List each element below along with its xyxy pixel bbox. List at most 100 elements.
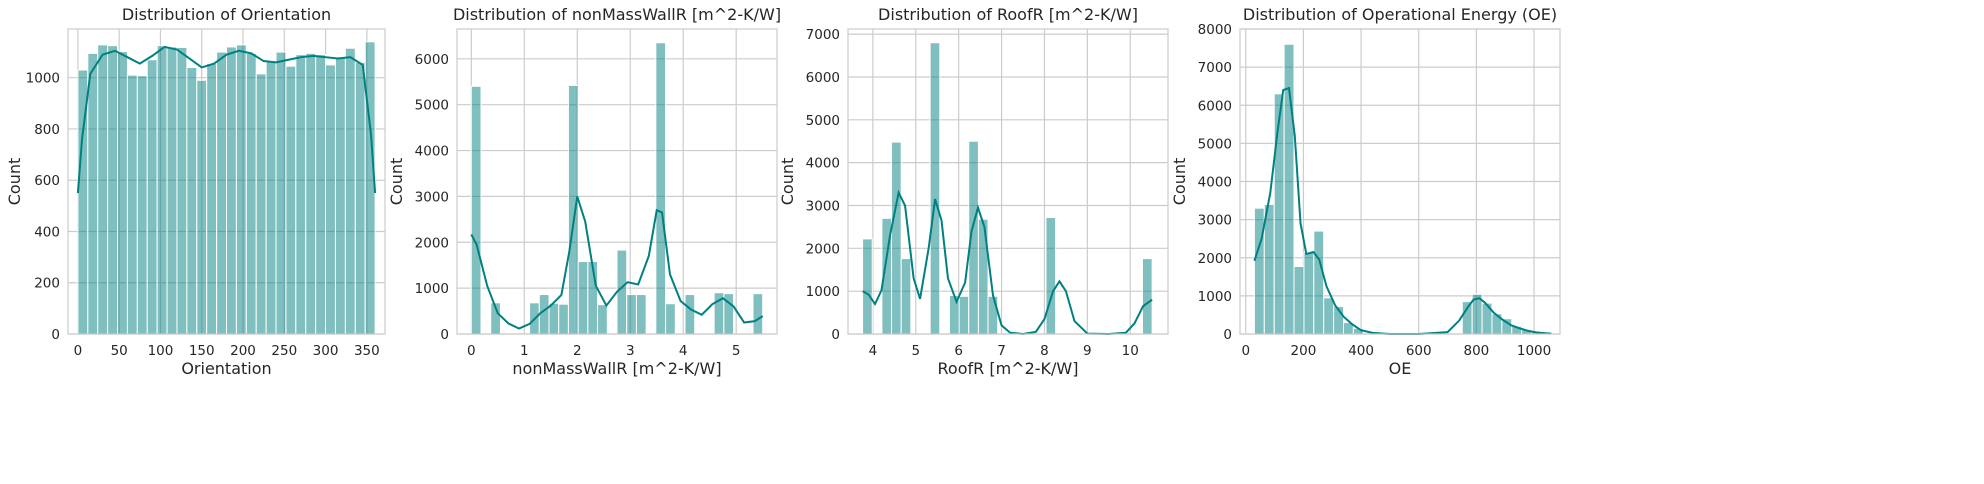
y-tick-label: 400 <box>34 224 60 240</box>
y-tick-label: 3000 <box>806 198 840 214</box>
histogram-bar <box>862 238 873 335</box>
histogram-bar <box>1313 230 1325 335</box>
y-tick-label: 3000 <box>415 189 449 205</box>
histogram-bar <box>136 75 148 335</box>
axes-frame <box>1239 28 1561 335</box>
histogram-bar <box>558 303 569 335</box>
y-tick-label: 7000 <box>1198 60 1232 76</box>
y-tick-label: 2000 <box>806 241 840 257</box>
histogram-bar <box>364 41 376 335</box>
histogram-bar <box>597 304 608 335</box>
y-axis-label: Count <box>387 158 406 206</box>
histogram-bar <box>305 52 317 335</box>
x-tick-label: 100 <box>148 343 174 359</box>
axes-frame <box>847 28 1169 335</box>
histogram-bar <box>344 47 356 335</box>
histogram-bar <box>275 51 287 335</box>
histogram-bar <box>87 52 99 335</box>
x-tick-label: 1000 <box>1517 343 1551 359</box>
histogram-bar <box>577 261 589 335</box>
x-tick-label: 300 <box>313 343 339 359</box>
x-tick-label: 0 <box>74 343 83 359</box>
subplot-1: 0 200 400 600 800 1000 0 50 100 150 200 250 300 350 Di… <box>5 5 386 378</box>
x-tick-label: 3 <box>626 343 635 359</box>
x-axis-label: RoofR [m^2-K/W] <box>938 359 1079 378</box>
histogram-bar <box>1141 258 1153 335</box>
x-tick-label: 6 <box>954 343 963 359</box>
y-axis-label: Count <box>5 158 24 206</box>
histogram-bar <box>567 84 579 335</box>
histogram-bar <box>315 54 327 335</box>
x-tick-label: 400 <box>1348 343 1374 359</box>
x-tick-label: 10 <box>1122 343 1139 359</box>
y-tick-label: 0 <box>831 327 840 343</box>
histogram-bar <box>900 258 912 335</box>
histogram-bar <box>891 141 902 335</box>
histogram-bar <box>285 65 297 335</box>
chart-title: Distribution of nonMassWallR [m^2-K/W] <box>453 5 781 24</box>
histogram-bar <box>245 52 257 335</box>
subplot-4: 0 1000 2000 3000 4000 5000 6000 7000 8000 0 200 400… <box>1170 5 1561 378</box>
histogram-bar <box>334 56 346 335</box>
y-tick-label: 1000 <box>415 281 449 297</box>
histogram-bar <box>1323 297 1335 335</box>
x-axis-label: nonMassWallR [m^2-K/W] <box>512 359 721 378</box>
kde-line <box>862 189 1153 336</box>
x-tick-label: 5 <box>732 343 741 359</box>
y-tick-label: 4000 <box>1198 175 1232 191</box>
y-axis-label: Count <box>778 158 797 206</box>
y-axis-label: Count <box>1170 158 1189 206</box>
histogram-bar <box>216 51 227 335</box>
y-tick-label: 8000 <box>1198 22 1232 38</box>
x-tick-label: 150 <box>189 343 215 359</box>
histogram-bar <box>548 302 560 335</box>
y-tick-label: 2000 <box>415 235 449 251</box>
y-tick-label: 6000 <box>415 52 449 68</box>
x-tick-label: 9 <box>1083 343 1092 359</box>
y-tick-label: 4000 <box>415 144 449 160</box>
histogram-bar <box>752 293 764 335</box>
histogram-bar <box>295 54 307 335</box>
histogram-bar <box>470 85 482 335</box>
y-tick-label: 6000 <box>1198 98 1232 114</box>
y-tick-label: 600 <box>34 173 60 189</box>
histogram-bar <box>1303 251 1315 335</box>
y-tick-label: 1000 <box>806 284 840 300</box>
histogram-bar <box>1045 216 1057 335</box>
x-tick-label: 0 <box>467 343 476 359</box>
histogram-bar <box>325 64 336 335</box>
y-tick-label: 4000 <box>806 156 840 172</box>
histogram-bar <box>235 44 247 335</box>
histogram-bar <box>117 51 128 335</box>
y-tick-label: 5000 <box>415 98 449 114</box>
chart-title: Distribution of Operational Energy (OE) <box>1243 5 1557 24</box>
x-tick-label: 600 <box>1406 343 1432 359</box>
kde-line <box>470 196 764 330</box>
histogram-bar <box>107 45 119 335</box>
x-tick-label: 50 <box>111 343 128 359</box>
y-tick-label: 0 <box>1223 327 1232 343</box>
x-tick-label: 350 <box>354 343 380 359</box>
y-tick-label: 1000 <box>1198 289 1232 305</box>
histogram-bar <box>1273 93 1285 335</box>
x-tick-label: 7 <box>997 343 1006 359</box>
x-tick-label: 250 <box>271 343 297 359</box>
histogram-bar <box>176 46 188 335</box>
y-tick-label: 1000 <box>26 71 60 87</box>
histogram-bar <box>1293 266 1305 335</box>
histogram-bar <box>166 46 178 335</box>
x-tick-label: 200 <box>1291 343 1317 359</box>
histogram-bar <box>665 303 676 335</box>
histogram-bar <box>958 295 970 335</box>
y-tick-label: 2000 <box>1198 251 1232 267</box>
histogram-bar <box>186 66 198 335</box>
kde-line <box>1253 86 1552 335</box>
kde-line <box>76 45 377 194</box>
histogram-bar <box>538 294 550 335</box>
y-tick-label: 6000 <box>806 70 840 86</box>
histogram-bar <box>626 294 637 335</box>
y-tick-label: 0 <box>440 327 449 343</box>
histogram-bar <box>206 63 218 335</box>
